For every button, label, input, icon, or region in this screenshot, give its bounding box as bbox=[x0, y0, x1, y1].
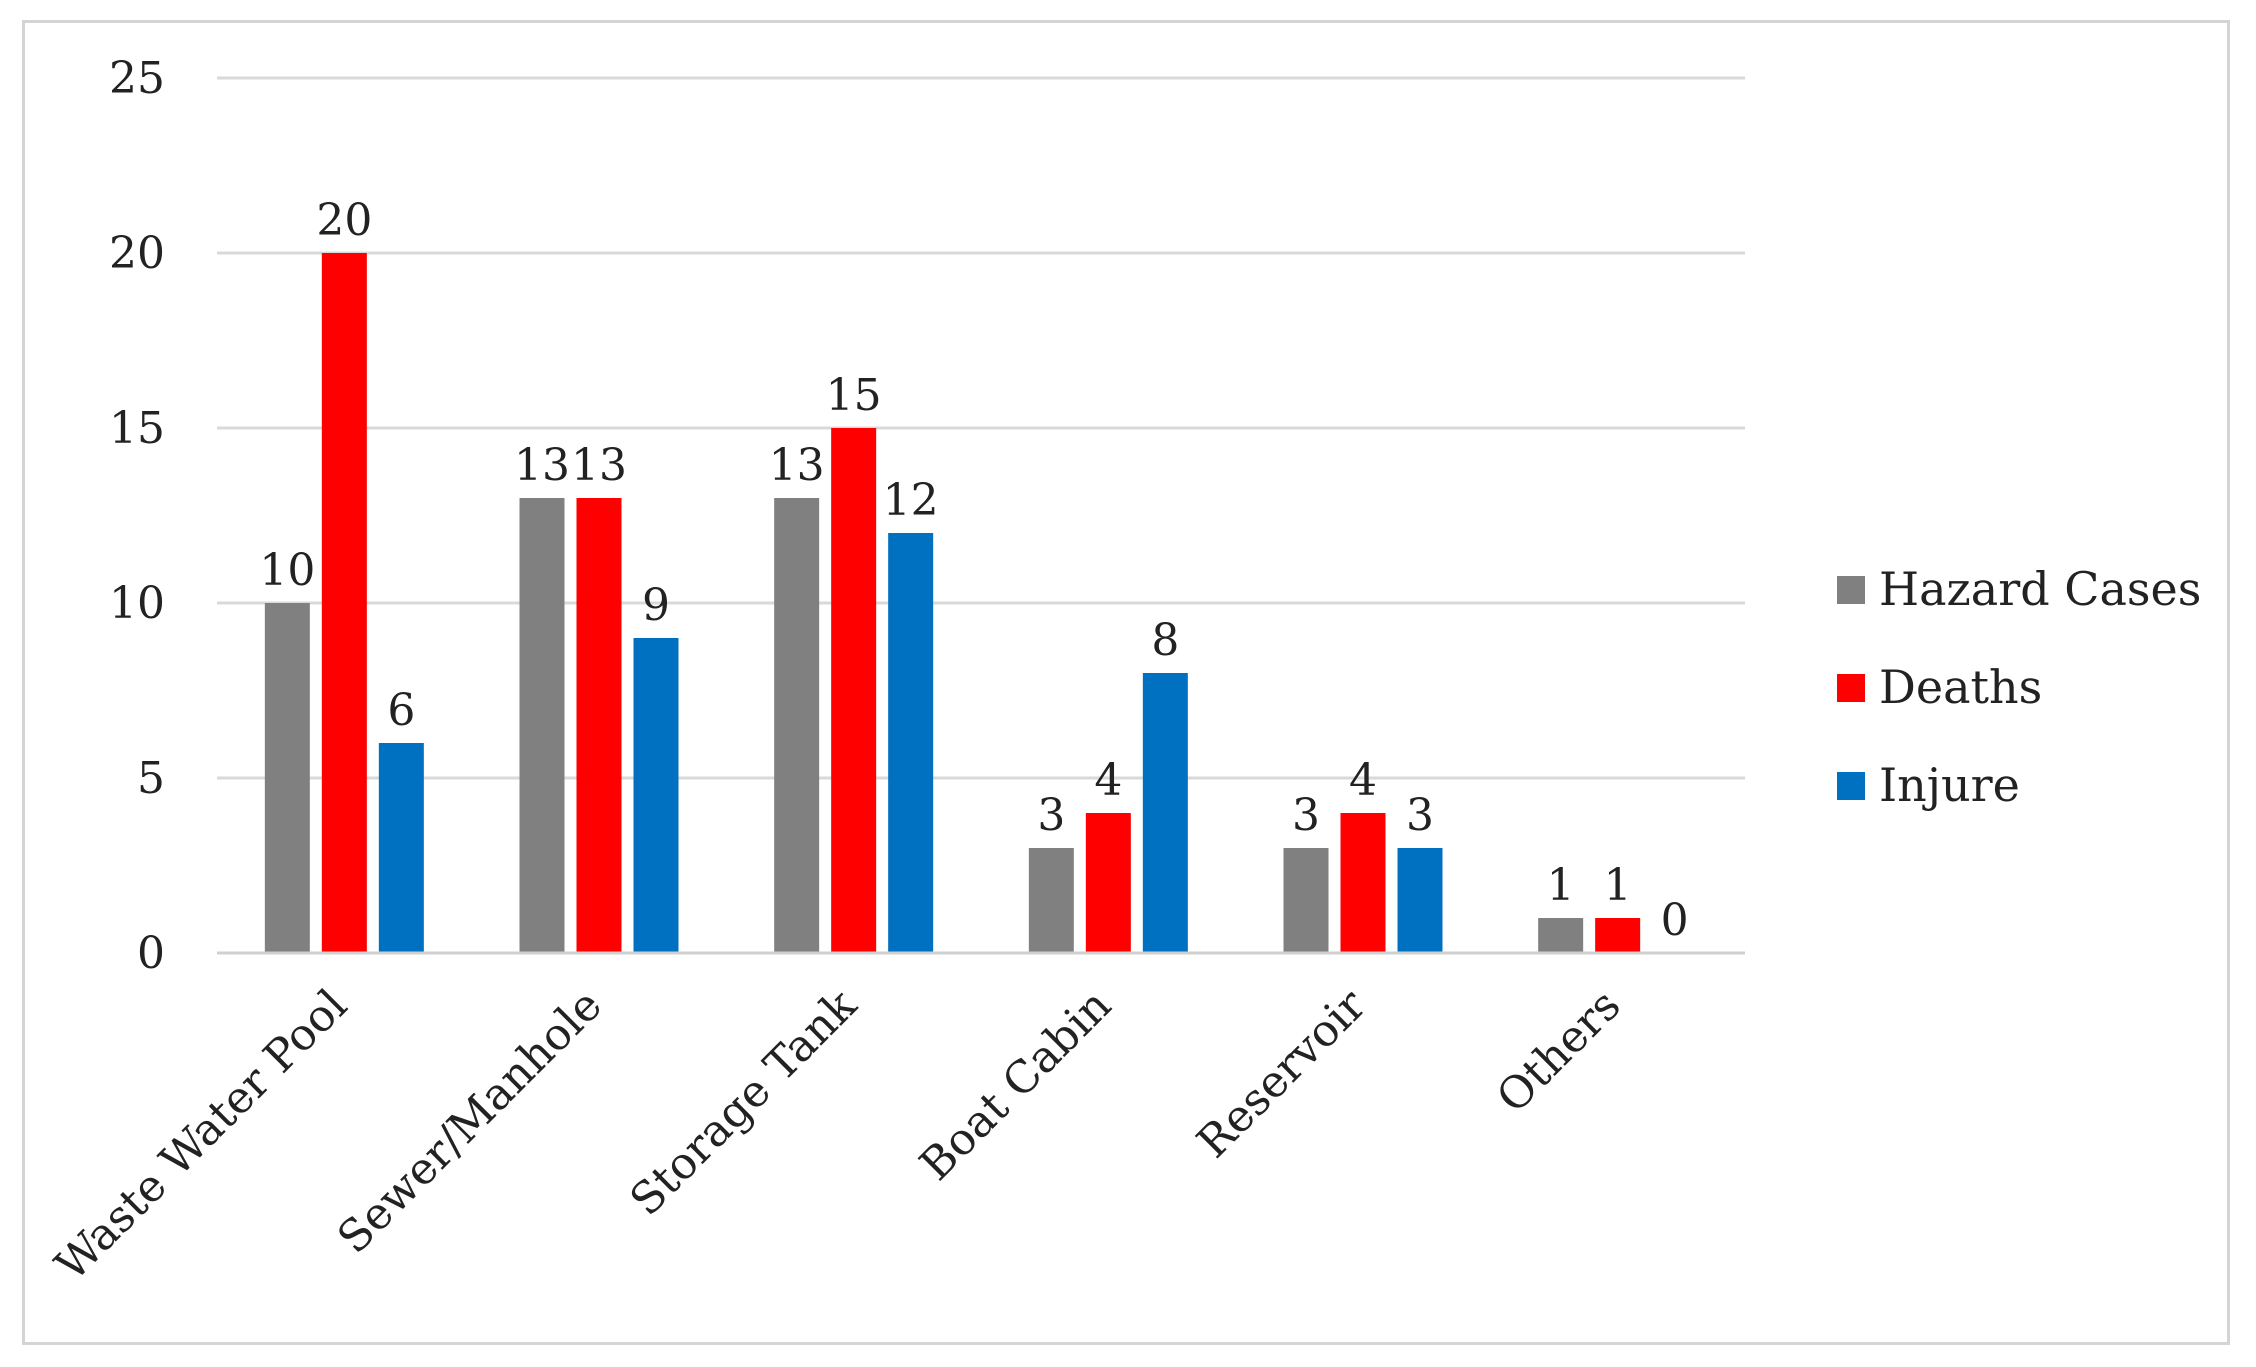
bar-deaths-1 bbox=[576, 498, 622, 953]
bar-injure-1 bbox=[633, 638, 679, 953]
legend-swatch-deaths bbox=[1837, 674, 1865, 702]
category-label: Storage Tank bbox=[620, 979, 866, 1225]
bar-hazard-cases-0 bbox=[264, 603, 310, 953]
data-label: 3 bbox=[1292, 790, 1320, 841]
legend-swatch-hazard-cases bbox=[1837, 576, 1865, 604]
legend-label: Injure bbox=[1879, 758, 2020, 812]
bar-deaths-2 bbox=[831, 428, 877, 953]
bar-injure-4 bbox=[1397, 848, 1443, 953]
gridlines bbox=[217, 76, 1745, 955]
bar-injure-2 bbox=[888, 533, 934, 953]
y-axis-ticks: 0 5 10 15 20 25 bbox=[109, 53, 165, 979]
data-label: 1 bbox=[1547, 860, 1575, 911]
data-label: 13 bbox=[769, 440, 825, 491]
legend-label: Deaths bbox=[1879, 660, 2042, 714]
y-tick-label: 15 bbox=[109, 403, 165, 454]
data-label: 0 bbox=[1661, 895, 1689, 946]
bar-hazard-cases-5 bbox=[1538, 918, 1584, 953]
chart-frame: 0 5 10 15 20 25 10 20 6 13 13 9 13 15 12 3 4 8 3 4 3 1 1 0 Was… bbox=[22, 20, 2230, 1345]
y-tick-label: 20 bbox=[109, 228, 165, 279]
bar-injure-3 bbox=[1142, 673, 1188, 953]
bar-hazard-cases-4 bbox=[1283, 848, 1329, 953]
y-tick-label: 10 bbox=[109, 578, 165, 629]
legend-swatch-injure bbox=[1837, 772, 1865, 800]
category-label: Others bbox=[1487, 980, 1630, 1123]
category-label: Boat Cabin bbox=[910, 980, 1121, 1191]
data-label: 3 bbox=[1406, 790, 1434, 841]
bar-deaths-4 bbox=[1340, 813, 1386, 953]
data-label: 9 bbox=[642, 580, 670, 631]
data-label: 3 bbox=[1037, 790, 1065, 841]
data-label: 13 bbox=[514, 440, 570, 491]
bar-deaths-0 bbox=[321, 253, 367, 953]
bar-hazard-cases-2 bbox=[774, 498, 820, 953]
bars bbox=[264, 253, 1641, 953]
legend-label: Hazard Cases bbox=[1879, 562, 2201, 616]
data-label: 20 bbox=[316, 195, 372, 246]
bar-hazard-cases-3 bbox=[1028, 848, 1074, 953]
bar-deaths-5 bbox=[1595, 918, 1641, 953]
y-tick-label: 0 bbox=[137, 928, 165, 979]
data-label: 10 bbox=[259, 545, 315, 596]
data-label: 4 bbox=[1349, 755, 1377, 806]
bar-deaths-3 bbox=[1085, 813, 1131, 953]
category-label: Sewer/Manhole bbox=[328, 980, 612, 1264]
bar-hazard-cases-1 bbox=[519, 498, 565, 953]
category-label: Reservoir bbox=[1187, 979, 1376, 1168]
data-label: 15 bbox=[826, 370, 882, 421]
legend: Hazard Cases Deaths Injure bbox=[1837, 562, 2201, 812]
y-tick-label: 5 bbox=[137, 753, 165, 804]
y-tick-label: 25 bbox=[109, 53, 165, 104]
bar-injure-0 bbox=[378, 743, 424, 953]
data-label: 13 bbox=[571, 440, 627, 491]
category-label: Waste Water Pool bbox=[46, 980, 357, 1291]
data-label: 1 bbox=[1604, 860, 1632, 911]
data-label: 8 bbox=[1151, 615, 1179, 666]
data-label: 6 bbox=[387, 685, 415, 736]
data-label: 4 bbox=[1094, 755, 1122, 806]
data-label: 12 bbox=[883, 475, 939, 526]
